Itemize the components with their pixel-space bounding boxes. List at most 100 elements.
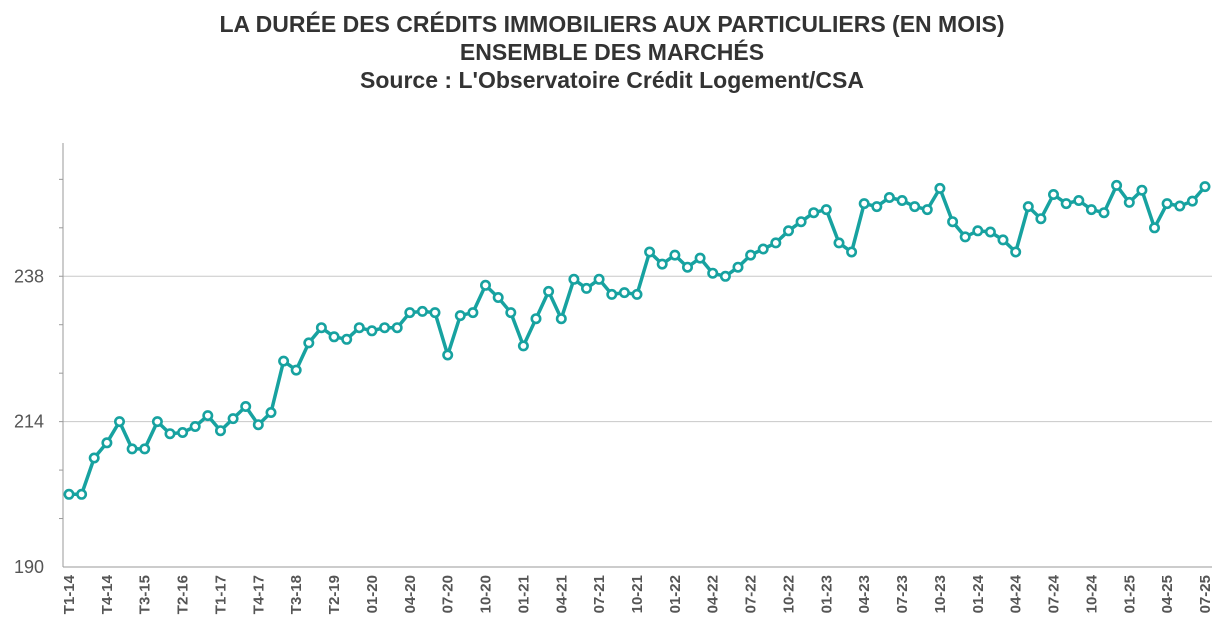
x-tick-label: 01-23 — [818, 575, 835, 613]
data-point — [745, 249, 757, 261]
data-point — [858, 198, 870, 210]
data-point — [669, 249, 681, 261]
data-point — [353, 322, 365, 334]
data-point — [820, 204, 832, 216]
data-point — [1085, 204, 1097, 216]
data-point — [1073, 195, 1085, 207]
data-point — [656, 258, 668, 270]
data-point — [252, 419, 264, 431]
data-point — [644, 246, 656, 258]
x-tick-label: 07-25 — [1197, 575, 1214, 613]
data-point — [164, 428, 176, 440]
data-point — [833, 237, 845, 249]
data-point — [719, 270, 731, 282]
data-point — [921, 204, 933, 216]
data-point — [215, 425, 227, 437]
data-point — [467, 307, 479, 319]
data-point — [1048, 189, 1060, 201]
x-tick-label: T3-18 — [288, 575, 305, 614]
data-point — [303, 337, 315, 349]
data-point — [606, 288, 618, 300]
data-series — [63, 179, 1211, 500]
data-point — [770, 237, 782, 249]
x-tick-label: 01-21 — [515, 575, 532, 613]
data-point — [404, 307, 416, 319]
data-point — [189, 420, 201, 432]
data-point — [151, 416, 163, 428]
data-point — [947, 216, 959, 228]
data-point — [416, 305, 428, 317]
data-point — [1035, 213, 1047, 225]
x-tick-label: 07-20 — [440, 575, 457, 613]
x-tick-label: 04-21 — [553, 575, 570, 613]
data-point — [984, 226, 996, 238]
data-point — [278, 355, 290, 367]
data-point — [883, 192, 895, 204]
y-tick-label: 190 — [14, 557, 44, 577]
x-tick-label: 10-22 — [780, 575, 797, 613]
x-tick-label: T4-14 — [99, 574, 116, 614]
data-point — [555, 313, 567, 325]
data-point — [681, 261, 693, 273]
data-point — [391, 322, 403, 334]
data-point — [505, 307, 517, 319]
data-point — [732, 261, 744, 273]
x-tick-label: T1-14 — [61, 574, 78, 614]
x-tick-label: 07-22 — [743, 575, 760, 613]
data-point — [1136, 184, 1148, 196]
data-point — [76, 488, 88, 500]
data-point — [896, 195, 908, 207]
x-tick-label: 01-20 — [364, 575, 381, 613]
chart-subtitle: ENSEMBLE DES MARCHÉS — [459, 39, 765, 65]
data-point — [479, 279, 491, 291]
data-point — [909, 201, 921, 213]
chart-title: LA DURÉE DES CRÉDITS IMMOBILIERS AUX PAR… — [219, 11, 1005, 37]
data-point — [871, 201, 883, 213]
x-tick-label: 10-20 — [478, 575, 495, 613]
chart-source: Source : L'Observatoire Crédit Logement/… — [360, 67, 864, 93]
data-point — [1174, 200, 1186, 212]
series-line — [67, 183, 1207, 497]
data-point — [177, 426, 189, 438]
data-point — [1022, 201, 1034, 213]
x-tick-label: T3-15 — [137, 575, 154, 614]
data-point — [227, 413, 239, 425]
y-tick-label: 238 — [14, 266, 44, 286]
data-point — [454, 310, 466, 322]
x-tick-label: 10-23 — [932, 575, 949, 613]
data-point — [265, 406, 277, 418]
x-tick-label: T2-19 — [326, 575, 343, 614]
data-point — [1060, 198, 1072, 210]
data-point — [114, 416, 126, 428]
x-tick-label: 01-24 — [970, 574, 987, 613]
data-point — [88, 452, 100, 464]
x-tick-label: 04-22 — [705, 575, 722, 613]
x-tick-label: 07-21 — [591, 575, 608, 613]
data-point — [442, 349, 454, 361]
data-point — [139, 443, 151, 455]
data-point — [328, 331, 340, 343]
data-point — [1149, 222, 1161, 234]
data-point — [315, 322, 327, 334]
data-point — [707, 267, 719, 279]
data-point — [618, 287, 630, 299]
data-point — [934, 182, 946, 194]
x-tick-label: 04-20 — [402, 575, 419, 613]
data-point — [1098, 207, 1110, 219]
data-point — [429, 307, 441, 319]
data-point — [63, 488, 75, 500]
data-point — [1123, 196, 1135, 208]
data-point — [341, 333, 353, 345]
x-tick-label: 07-24 — [1046, 574, 1063, 613]
data-point — [959, 231, 971, 243]
data-point — [593, 273, 605, 285]
x-tick-label: T4-17 — [250, 575, 267, 614]
data-point — [290, 364, 302, 376]
y-tick-label: 214 — [14, 412, 44, 432]
x-tick-label: 04-23 — [856, 575, 873, 613]
data-point — [846, 246, 858, 258]
data-point — [202, 410, 214, 422]
data-point — [795, 216, 807, 228]
data-point — [568, 273, 580, 285]
